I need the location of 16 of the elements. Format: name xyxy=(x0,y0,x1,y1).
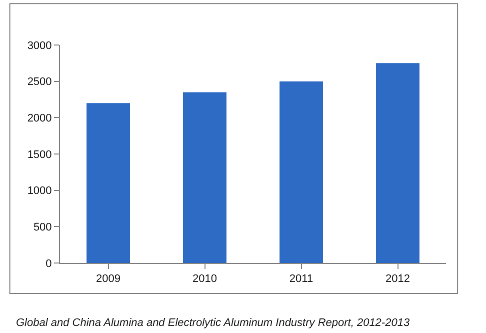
text: Global and China Alumina and Electrolytic Aluminum Industry Report, 2012-2013 xyxy=(16,317,410,329)
y-tick-label: 500 xyxy=(33,222,52,234)
bar xyxy=(183,92,226,263)
y-tick-label: 1500 xyxy=(27,148,52,161)
bar xyxy=(376,63,420,263)
y-tick-label: 1000 xyxy=(27,185,52,198)
bar xyxy=(86,103,130,263)
bar xyxy=(280,81,323,263)
x-tick-label: 2009 xyxy=(96,273,120,286)
y-tick-label: 0 xyxy=(46,258,52,270)
x-tick-label: 2012 xyxy=(386,273,410,286)
y-tick-label: 2500 xyxy=(27,76,52,88)
x-tick-label: 2010 xyxy=(192,273,217,286)
x-tick-label: 2011 xyxy=(289,273,314,286)
y-tick-label: 2000 xyxy=(27,112,52,125)
y-tick-label: 3000 xyxy=(27,40,52,52)
